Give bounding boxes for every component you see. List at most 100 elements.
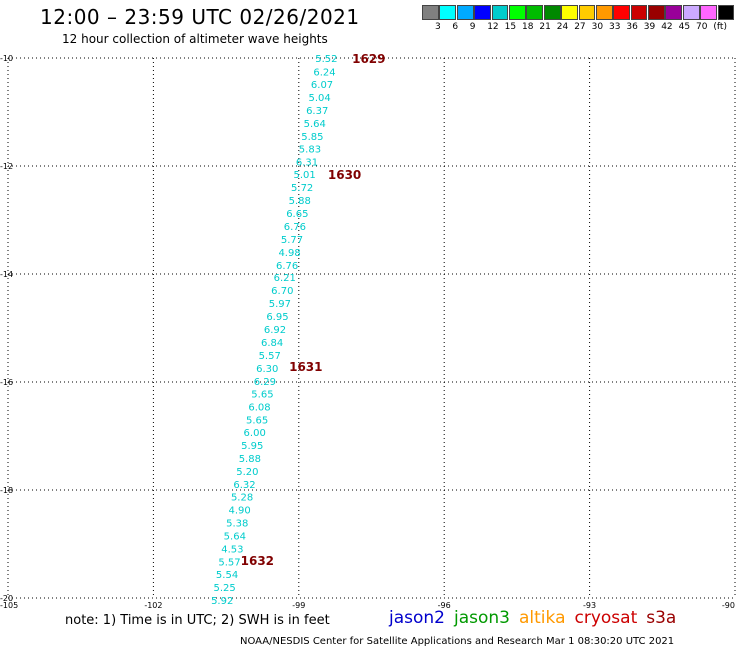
colorbar-label: 30 [591, 22, 604, 32]
time-annotation: 1632 [241, 554, 274, 568]
swh-value-label: 6.65 [286, 209, 308, 220]
colorbar-label: 6 [452, 22, 459, 32]
colorbar-swatch [456, 5, 474, 20]
colorbar-label: 70 [696, 22, 708, 32]
colorbar-label: 3 [435, 22, 441, 32]
colorbar-swatch [422, 5, 439, 20]
colorbar-label: 27 [574, 22, 586, 32]
swh-value-label: 5.64 [304, 119, 326, 130]
x-tick-label: -99 [292, 601, 305, 610]
swh-value-label: 5.65 [251, 389, 273, 400]
legend-item: altika [519, 608, 566, 628]
swh-value-label: 6.08 [248, 402, 270, 413]
swh-value-label: 5.04 [308, 93, 330, 104]
swh-value-label: 5.38 [226, 518, 248, 529]
x-tick-label: -90 [722, 601, 735, 610]
colorbar-swatch [700, 5, 718, 20]
grid-lines [7, 57, 736, 599]
colorbar-label: 24 [556, 22, 569, 32]
colorbar-label: 12 [487, 22, 499, 32]
swh-value-label: 6.31 [296, 158, 318, 169]
swh-value-label: 6.29 [254, 377, 276, 388]
colorbar-label: 39 [643, 22, 656, 32]
swh-value-label: 5.57 [218, 557, 240, 568]
time-annotations: 1629 1630 1631 1632 [241, 52, 386, 568]
colorbar-label: 18 [522, 22, 534, 32]
swh-value-label: 5.64 [224, 531, 246, 542]
colorbar-swatch [578, 5, 596, 20]
colorbar-label: 9 [469, 22, 476, 32]
swh-value-label: 4.53 [221, 544, 243, 555]
colorbar [422, 5, 735, 20]
colorbar-swatch [613, 5, 631, 20]
legend-item: cryosat [574, 608, 638, 628]
colorbar-label: 21 [539, 22, 551, 32]
colorbar-label: 36 [626, 22, 638, 32]
swh-value-label: 5.65 [246, 415, 268, 426]
swh-value-label: 6.76 [276, 261, 298, 272]
swh-value-label: 5.92 [211, 596, 233, 607]
colorbar-swatch [526, 5, 544, 20]
swh-value-label: 5.85 [301, 132, 323, 143]
colorbar-swatch [508, 5, 526, 20]
swh-value-label: 5.77 [281, 235, 303, 246]
swh-value-label: 6.32 [233, 480, 255, 491]
swh-value-label: 5.72 [291, 183, 313, 194]
swh-value-label: 6.92 [264, 325, 286, 336]
y-tick-label: -18 [0, 486, 13, 495]
legend-item: s3a [646, 608, 677, 628]
footer-note: note: 1) Time is in UTC; 2) SWH is in fe… [65, 613, 330, 628]
legend-item: jason2 [389, 608, 445, 628]
chart-title: 12:00 – 23:59 UTC 02/26/2021 [40, 5, 360, 29]
time-annotation: 1631 [289, 360, 322, 374]
swh-value-label: 6.30 [256, 364, 278, 375]
colorbar-swatch [630, 5, 648, 20]
colorbar-swatch [717, 5, 735, 20]
x-tick-label: -102 [144, 601, 162, 610]
swh-value-label: 6.70 [271, 286, 293, 297]
swh-value-label: 4.98 [278, 248, 300, 259]
swh-value-label: 6.76 [284, 222, 306, 233]
colorbar-swatch [648, 5, 665, 20]
swh-value-label: 6.00 [244, 428, 266, 439]
x-tick-label: -93 [583, 601, 596, 610]
swh-value-label: 5.28 [231, 492, 253, 503]
swh-value-label: 5.88 [239, 454, 261, 465]
y-tick-label: -14 [0, 270, 13, 279]
axis-ticks: -10 -12 -14 -16 -18 -20-105 -102 -99 -96 -93 -90 [0, 54, 735, 610]
chart-subtitle: 12 hour collection of altimeter wave hei… [62, 32, 328, 46]
swh-value-label: 5.52 [315, 54, 337, 65]
swh-value-label: 6.21 [274, 273, 296, 284]
x-tick-label: -96 [438, 601, 451, 610]
y-tick-label: -20 [0, 594, 13, 603]
swh-value-label: 5.83 [299, 145, 321, 156]
colorbar-label: (ft) [713, 22, 727, 32]
swh-value-label: 6.07 [311, 80, 333, 91]
y-tick-label: -10 [0, 54, 13, 63]
time-annotation: 1629 [352, 52, 385, 66]
colorbar-swatch [561, 5, 578, 20]
swh-value-label: 6.37 [306, 106, 328, 117]
swh-value-label: 4.90 [229, 505, 251, 516]
y-tick-label: -16 [0, 378, 13, 387]
colorbar-swatch [682, 5, 700, 20]
colorbar-swatch [543, 5, 561, 20]
x-tick-label: -105 [0, 601, 18, 610]
colorbar-swatch [665, 5, 683, 20]
swh-value-label: 5.25 [213, 583, 235, 594]
time-annotation: 1630 [328, 168, 361, 182]
colorbar-swatch [595, 5, 613, 20]
swh-value-label: 6.84 [261, 338, 283, 349]
swh-value-label: 5.88 [289, 196, 311, 207]
satellite-legend: jason2 jason3 altika cryosat s3a [389, 608, 685, 628]
swh-value-label: 5.97 [269, 299, 291, 310]
y-tick-label: -12 [0, 162, 13, 171]
credit-line: NOAA/NESDIS Center for Satellite Applica… [240, 636, 675, 647]
swh-value-label: 5.20 [236, 467, 258, 478]
swh-value-label: 6.95 [266, 312, 288, 323]
colorbar-swatch [439, 5, 457, 20]
swh-value-label: 5.54 [216, 570, 238, 581]
colorbar-label: 15 [504, 22, 517, 32]
data-labels: 5.52 6.246.07 5.04 6.37 5.64 5.85 5.83 6.315.01… [211, 54, 337, 607]
colorbar-label: 42 [661, 22, 673, 32]
